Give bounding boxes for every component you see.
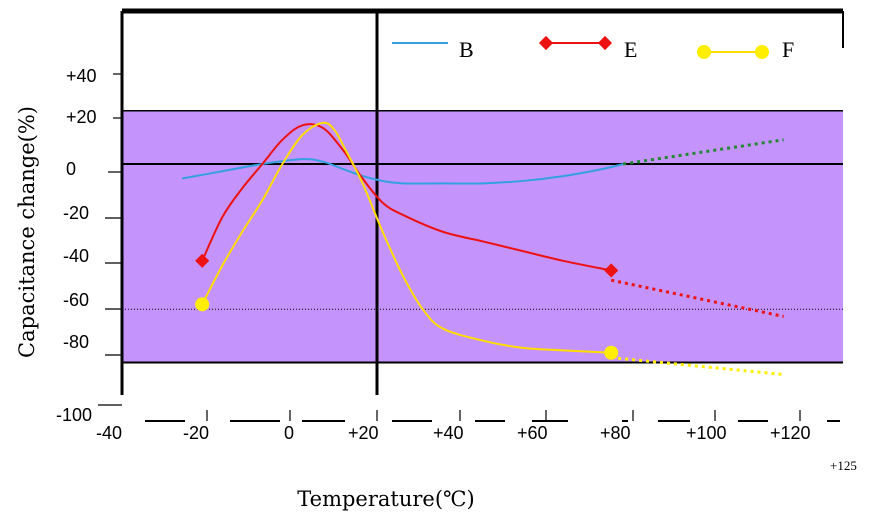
x-tick-label: +100 xyxy=(686,423,727,443)
series-b-line xyxy=(181,158,624,185)
series-layer xyxy=(181,121,784,377)
x-axis-title: Temperature(℃) xyxy=(297,487,474,511)
y-tick-label: +40 xyxy=(66,66,97,86)
legend-label-e: E xyxy=(624,37,637,62)
series-f-extension xyxy=(611,356,784,377)
y-tick-label: -60 xyxy=(63,290,89,310)
x-tick-label: +120 xyxy=(770,423,811,443)
x-tick-label: -20 xyxy=(183,423,209,443)
legend-marker-f-left xyxy=(697,45,711,59)
legend-marker-e-left xyxy=(538,35,554,51)
x-tick-label: +20 xyxy=(348,423,379,443)
series-b-extension xyxy=(623,138,784,166)
legend: B E F xyxy=(392,35,794,62)
legend-marker-f-right xyxy=(755,45,769,59)
y-tick-label: -100 xyxy=(56,405,92,425)
legend-marker-e-right xyxy=(597,35,613,51)
y-tick-label: -80 xyxy=(63,332,89,352)
y-tick-label: +20 xyxy=(66,107,97,127)
y-tick-label: 0 xyxy=(66,159,76,179)
series-f-line xyxy=(201,121,612,354)
series-f-marker-0 xyxy=(195,297,210,312)
x-tick-label: 0 xyxy=(284,423,294,443)
x-tick-label: +60 xyxy=(517,423,548,443)
tolerance-band xyxy=(122,110,843,363)
legend-label-b: B xyxy=(459,37,474,62)
series-f-marker-1 xyxy=(604,345,619,360)
series-e-marker-1 xyxy=(604,263,619,278)
x-tick-label: +80 xyxy=(600,423,631,443)
x-tick-label: -40 xyxy=(96,423,122,443)
y-tick-label: -40 xyxy=(63,246,89,266)
x-tick-label: +40 xyxy=(433,423,464,443)
x-tick-label: +125 xyxy=(830,458,857,473)
series-e-extension xyxy=(610,278,784,318)
legend-label-f: F xyxy=(782,37,794,62)
y-tick-label: -20 xyxy=(63,203,89,223)
axis-layer: +40+200-20-40-60-80-100-40 -20 0 +20 +40 +60 +… xyxy=(56,66,857,473)
plot-area xyxy=(120,8,844,395)
y-axis-title: Capacitance change(%) xyxy=(15,106,39,358)
